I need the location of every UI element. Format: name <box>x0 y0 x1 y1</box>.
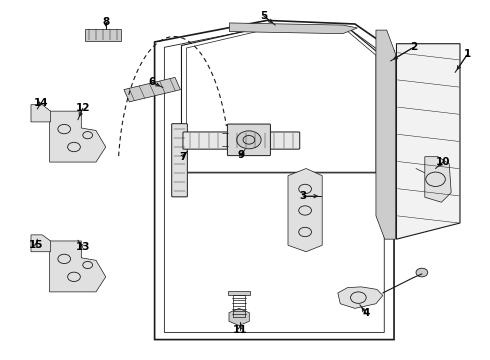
Text: 11: 11 <box>233 325 247 335</box>
Text: 7: 7 <box>179 152 186 162</box>
Polygon shape <box>229 23 357 34</box>
Text: 12: 12 <box>75 103 90 113</box>
Circle shape <box>237 131 261 149</box>
Polygon shape <box>85 29 121 41</box>
Text: 13: 13 <box>75 242 90 252</box>
Text: 9: 9 <box>238 150 245 160</box>
Text: 3: 3 <box>299 191 306 201</box>
Polygon shape <box>31 235 50 252</box>
Text: 8: 8 <box>102 17 109 27</box>
Text: 14: 14 <box>33 98 48 108</box>
FancyBboxPatch shape <box>183 132 300 149</box>
Text: 5: 5 <box>260 11 267 21</box>
Polygon shape <box>338 287 383 309</box>
Polygon shape <box>228 291 250 295</box>
FancyBboxPatch shape <box>172 124 187 197</box>
Text: 6: 6 <box>148 77 156 87</box>
FancyBboxPatch shape <box>227 124 270 156</box>
Polygon shape <box>124 77 180 102</box>
Polygon shape <box>31 105 50 122</box>
Text: 15: 15 <box>28 240 43 250</box>
Polygon shape <box>425 157 451 202</box>
Text: 2: 2 <box>410 42 417 52</box>
Polygon shape <box>49 111 106 162</box>
Polygon shape <box>229 309 249 325</box>
Text: 1: 1 <box>464 49 471 59</box>
Polygon shape <box>376 30 395 239</box>
Text: 10: 10 <box>436 157 450 167</box>
Polygon shape <box>288 168 322 252</box>
Polygon shape <box>396 44 460 239</box>
Text: 4: 4 <box>363 309 370 318</box>
Polygon shape <box>49 241 106 292</box>
Circle shape <box>416 268 428 277</box>
